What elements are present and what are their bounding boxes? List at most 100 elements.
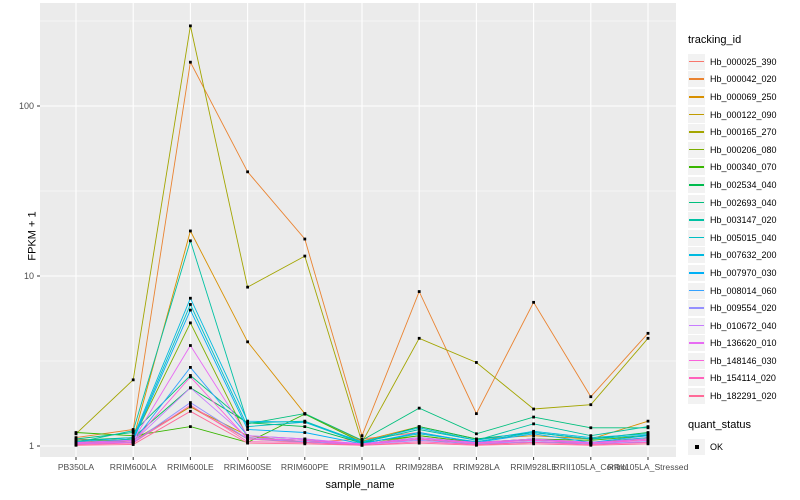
data-point	[417, 426, 421, 430]
legend-key-swatch	[688, 124, 705, 141]
legend-key-line	[689, 113, 704, 116]
data-point	[131, 443, 135, 446]
legend-item-label: Hb_000122_090	[710, 109, 777, 120]
data-point	[646, 419, 650, 423]
legend-item-Hb_005015_040: Hb_005015_040	[688, 229, 798, 247]
legend-key-swatch	[688, 212, 705, 229]
data-point	[74, 441, 78, 445]
legend-key-line	[689, 95, 704, 98]
x-tick-label: RRIM928LA	[453, 462, 500, 472]
legend-item-label: Hb_148146_030	[710, 355, 777, 366]
data-point	[475, 438, 478, 442]
legend: tracking_id Hb_000025_390 Hb_000042_020 Hb…	[688, 34, 798, 455]
legend-key-swatch	[688, 438, 705, 455]
data-point	[532, 429, 535, 433]
legend-key-line	[689, 219, 704, 221]
legend-item-label: Hb_003147_020	[710, 215, 777, 226]
legend-item-Hb_002693_040: Hb_002693_040	[688, 194, 798, 212]
data-point	[189, 321, 192, 325]
data-point	[589, 434, 593, 438]
data-point	[189, 308, 192, 312]
data-point	[131, 378, 135, 382]
data-point	[246, 434, 249, 438]
legend-item-label: Hb_010672_040	[710, 320, 777, 331]
data-point	[189, 375, 192, 379]
legend-key-swatch	[688, 194, 705, 211]
legend-key-line	[689, 307, 704, 309]
x-tick-label: RRIM600LE	[167, 462, 214, 472]
legend-item-label: Hb_154114_020	[710, 373, 776, 384]
data-point	[646, 438, 650, 442]
data-point	[532, 438, 535, 442]
data-point	[189, 60, 192, 64]
legend-item-label: Hb_002534_040	[710, 179, 777, 190]
data-point	[646, 331, 650, 335]
legend-key-swatch	[688, 264, 705, 281]
legend-key-swatch	[688, 141, 705, 158]
legend-key-swatch	[688, 352, 705, 369]
x-tick-label: RRII105LA_Control	[554, 462, 629, 472]
legend-key-line	[689, 148, 704, 151]
data-point	[532, 300, 535, 304]
data-point	[246, 421, 249, 425]
x-tick-label: RRIM928BA	[395, 462, 443, 472]
legend-item-label: Hb_000165_270	[710, 127, 777, 138]
black-square-point-icon	[694, 444, 699, 450]
x-tick-label: RRIM901LA	[339, 462, 386, 472]
data-point	[646, 442, 650, 446]
legend-item-label: Hb_005015_040	[710, 232, 777, 243]
data-point	[303, 412, 307, 416]
data-point	[131, 431, 135, 434]
legend-item-Hb_008014_060: Hb_008014_060	[688, 282, 798, 300]
legend-item-Hb_136620_010: Hb_136620_010	[688, 335, 798, 353]
legend-item-label: Hb_007970_030	[710, 267, 777, 278]
x-tick-label: RRIM928LE	[510, 462, 557, 472]
data-point	[189, 303, 192, 306]
data-point	[303, 431, 307, 434]
legend-key-line	[689, 342, 704, 344]
data-point	[417, 290, 421, 293]
data-point	[532, 415, 535, 419]
data-point	[303, 420, 307, 424]
data-point	[189, 409, 192, 413]
data-point	[646, 425, 650, 429]
legend-item-label: Hb_000025_390	[710, 56, 777, 67]
data-point	[131, 434, 135, 438]
x-tick-label: RRII105LA_Stressed	[608, 462, 689, 472]
legend-item-Hb_000069_250: Hb_000069_250	[688, 88, 798, 106]
legend-key-line	[689, 131, 704, 133]
legend-item-label: OK	[710, 441, 724, 452]
x-axis-title: sample_name	[325, 479, 395, 491]
legend-key-swatch	[688, 53, 705, 70]
legend-title-quant-status: quant_status	[688, 418, 751, 431]
x-tick-label: PB350LA	[58, 462, 95, 472]
legend-key-swatch	[688, 176, 705, 193]
data-point	[646, 434, 650, 438]
y-axis-title: FPKM + 1	[26, 211, 39, 261]
legend-item-quant-OK: OK	[688, 438, 798, 456]
data-point	[417, 428, 421, 431]
data-point	[646, 432, 650, 436]
legend-items-quant: OK	[688, 438, 798, 456]
legend-item-label: Hb_182291_020	[710, 391, 777, 402]
legend-item-Hb_003147_020: Hb_003147_020	[688, 211, 798, 229]
data-point	[532, 422, 535, 426]
data-point	[246, 440, 249, 444]
x-tick-label: RRIM600PE	[281, 462, 329, 472]
data-point	[189, 229, 192, 233]
data-point	[475, 412, 478, 416]
data-point	[417, 336, 421, 340]
data-point	[532, 434, 535, 438]
legend-key-swatch	[688, 370, 705, 387]
legend-item-Hb_182291_020: Hb_182291_020	[688, 387, 798, 405]
legend-item-label: Hb_008014_060	[710, 285, 777, 296]
legend-item-Hb_007970_030: Hb_007970_030	[688, 264, 798, 282]
data-point	[417, 441, 421, 445]
data-point	[246, 340, 249, 344]
data-point	[303, 425, 307, 429]
data-point	[532, 407, 535, 411]
legend-key-line	[689, 271, 704, 274]
legend-key-swatch	[688, 300, 705, 317]
data-point	[646, 440, 650, 444]
data-point	[246, 419, 249, 423]
